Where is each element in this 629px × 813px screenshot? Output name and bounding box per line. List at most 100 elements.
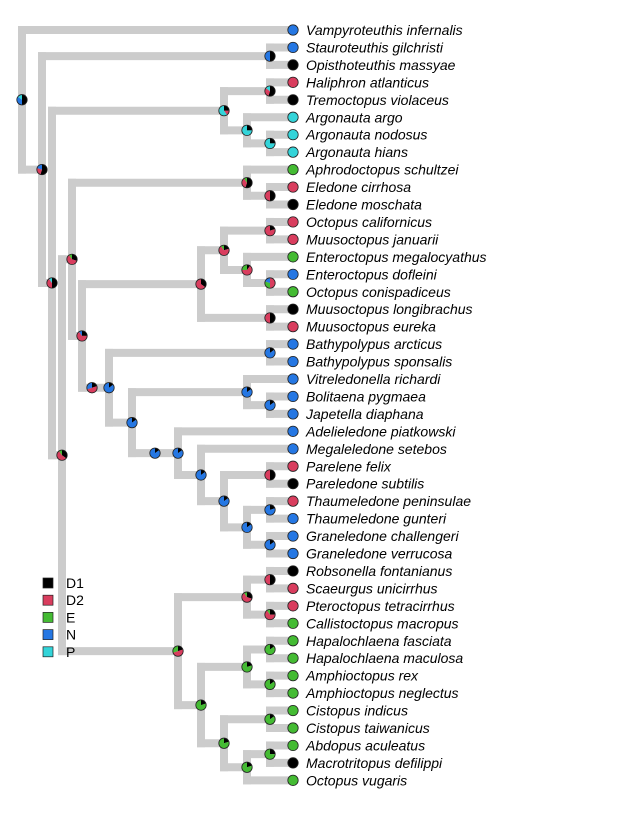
tip-state-dot — [287, 600, 299, 612]
tip-state-dot — [287, 443, 299, 455]
pie-slice-d2 — [56, 451, 67, 461]
node-pie — [264, 277, 276, 289]
pie-outline — [66, 253, 78, 265]
pie-outline — [149, 447, 161, 459]
pie-slice-p — [241, 125, 253, 136]
pie-outline — [264, 225, 276, 237]
tip-label: Tremoctopus violaceus — [306, 92, 449, 108]
pie-slice-e — [266, 609, 270, 615]
tip-label: Eledone cirrhosa — [306, 179, 411, 195]
tip-muusoctopus-longibrachus: Muusoctopus longibrachus — [287, 301, 473, 317]
pie-slice-e — [172, 645, 178, 653]
pie-outline — [264, 277, 276, 289]
tip-state-dot — [287, 181, 299, 193]
node-pie — [264, 574, 276, 586]
legend-item-n: N — [42, 627, 76, 643]
pie-slice-e — [241, 762, 253, 773]
node-pie — [218, 244, 230, 256]
tip-scaeurgus-unicirrhus: Scaeurgus unicirrhus — [287, 580, 438, 596]
pie-outline — [16, 94, 28, 106]
node-pie — [218, 105, 230, 117]
tip-japetella-diaphana: Japetella diaphana — [287, 406, 424, 422]
pie-outline — [264, 504, 276, 516]
node-pie — [264, 225, 276, 237]
legend-item-e: E — [42, 609, 75, 625]
pie-slice-d1 — [245, 177, 253, 188]
tip-amphioctopus-neglectus: Amphioctopus neglectus — [287, 685, 459, 701]
node-pie — [195, 278, 207, 290]
tip-state-dot — [287, 164, 299, 176]
pie-slice-n — [241, 386, 253, 398]
pie-slice-e — [243, 177, 247, 183]
pie-outline — [264, 748, 276, 760]
tip-label: Bathypolypus sponsalis — [306, 354, 452, 370]
tip-bathypolypus-sponsalis: Bathypolypus sponsalis — [287, 354, 452, 370]
tip-label: Hapalochlaena fasciata — [306, 633, 452, 649]
legend-swatch — [42, 594, 54, 606]
pie-outline — [172, 447, 184, 459]
legend-label: D2 — [66, 592, 84, 608]
tip-state-dot — [287, 251, 299, 263]
pie-slice-d1 — [224, 105, 230, 111]
tip-state-dot — [287, 355, 299, 368]
tip-state-dot — [287, 268, 299, 280]
tip-state-dot — [287, 757, 299, 769]
tip-label: Bolitaena pygmaea — [306, 388, 426, 404]
pie-slice-n — [126, 417, 138, 428]
tip-callistoctopus-macropus: Callistoctopus macropus — [287, 615, 459, 631]
tip-muusoctopus-januarii: Muusoctopus januarii — [287, 231, 439, 247]
node-pie — [16, 94, 28, 106]
tip-cistopus-indicus: Cistopus indicus — [287, 703, 408, 719]
tip-parelene-felix: Parelene felix — [287, 458, 392, 474]
tip-state-dot — [287, 722, 299, 734]
tip-label: Opisthoteuthis massyae — [306, 57, 456, 73]
pie-slice-d1 — [22, 94, 28, 105]
tip-state-dot — [287, 233, 299, 245]
legend-label: N — [66, 627, 76, 643]
pie-outline — [241, 761, 253, 773]
pie-slice-d2 — [76, 331, 88, 342]
node-pie — [76, 330, 88, 342]
pie-slice-e — [243, 591, 247, 598]
tip-adelieledone-piatkowski: Adelieledone piatkowski — [287, 423, 456, 439]
tip-state-dot — [287, 216, 299, 228]
tip-label: Callistoctopus macropus — [306, 615, 459, 631]
pie-slice-d2 — [66, 255, 77, 265]
node-pie — [264, 190, 276, 202]
node-pie — [264, 643, 276, 656]
pie-slice-d1 — [270, 748, 276, 755]
branches — [18, 26, 293, 785]
pie-slice-n — [149, 447, 161, 459]
tip-label: Amphioctopus rex — [305, 668, 419, 684]
tip-vampyroteuthis-infernalis: Vampyroteuthis infernalis — [287, 22, 463, 38]
pie-slice-d1 — [224, 738, 229, 744]
pie-outline — [36, 163, 48, 176]
tip-label: Scaeurgus unicirrhus — [306, 580, 438, 596]
tip-label: Japetella diaphana — [305, 406, 424, 422]
node-pie — [241, 386, 253, 398]
tip-octopus-californicus: Octopus californicus — [287, 214, 432, 230]
pie-slice-n — [195, 469, 207, 481]
pie-slice-e — [241, 264, 247, 270]
pie-outline — [264, 539, 276, 551]
pie-slice-d1 — [270, 574, 276, 585]
pie-slice-d2 — [264, 469, 270, 481]
node-pie — [218, 495, 230, 507]
tip-state-dot — [287, 478, 299, 490]
pie-slice-d1 — [72, 254, 78, 261]
tip-label: Eledone moschata — [306, 197, 422, 213]
pie-slice-n — [86, 382, 92, 390]
tip-state-dot — [287, 321, 299, 333]
tip-state-dot — [287, 704, 299, 717]
pie-slice-e — [264, 281, 270, 289]
tip-macrotritopus-defilippi: Macrotritopus defilippi — [287, 755, 443, 771]
legend-item-p: P — [42, 644, 75, 660]
tip-muusoctopus-eureka: Muusoctopus eureka — [287, 319, 436, 335]
pie-slice-d1 — [82, 330, 88, 336]
pie-outline — [264, 85, 276, 97]
tip-label: Cistopus indicus — [306, 703, 408, 719]
tip-label: Muusoctopus januarii — [306, 231, 439, 247]
pie-slice-n — [264, 50, 270, 62]
pie-outline — [218, 105, 230, 117]
